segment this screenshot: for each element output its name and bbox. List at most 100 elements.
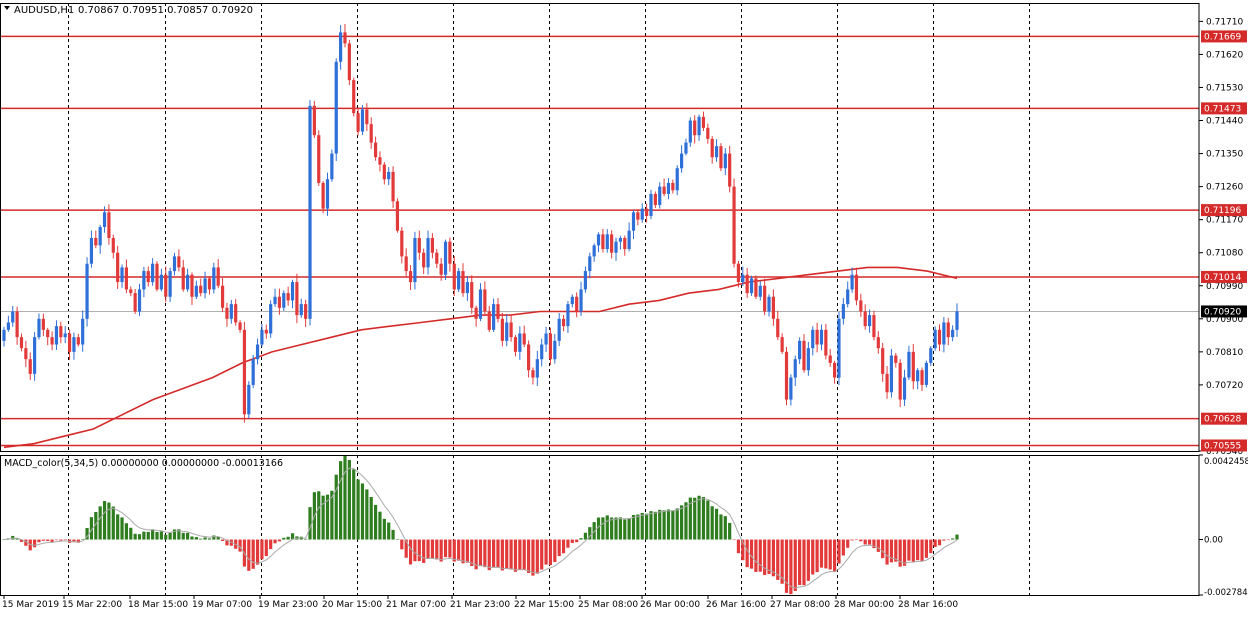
- macd-histogram-bar: [693, 497, 697, 540]
- candle-body: [754, 278, 758, 297]
- macd-histogram-bar: [85, 527, 89, 540]
- macd-histogram-bar: [19, 539, 24, 542]
- macd-histogram-bar: [339, 461, 343, 540]
- macd-histogram-bar: [675, 508, 679, 540]
- macd-histogram-bar: [452, 539, 456, 562]
- macd-histogram-bar: [400, 539, 404, 550]
- candle-body: [190, 274, 194, 297]
- macd-histogram-bar: [255, 539, 260, 565]
- macd-histogram-bar: [815, 539, 819, 573]
- macd-histogram-bar: [492, 539, 496, 568]
- macd-histogram-bar: [417, 539, 421, 562]
- macd-histogram-bar: [789, 539, 793, 595]
- macd-histogram-bar: [378, 511, 382, 540]
- candle-body: [172, 256, 177, 272]
- candle-body: [719, 146, 723, 169]
- candle-body: [404, 256, 408, 272]
- macd-histogram-bar: [356, 479, 360, 540]
- macd-histogram-bar: [902, 539, 907, 566]
- macd-histogram-bar: [951, 538, 955, 540]
- candle-body: [50, 337, 54, 345]
- macd-histogram-bar: [806, 539, 810, 581]
- macd-histogram-bar: [155, 531, 159, 540]
- candle-body: [815, 329, 819, 345]
- candle-body: [679, 153, 684, 169]
- candle-body: [518, 333, 522, 352]
- candle-body: [107, 212, 111, 239]
- candle-body: [522, 333, 526, 345]
- macd-histogram-bar: [763, 539, 767, 575]
- candle-body: [37, 318, 41, 338]
- macd-histogram-bar: [487, 539, 491, 571]
- macd-histogram-bar: [610, 517, 614, 540]
- candle-body: [548, 333, 553, 360]
- candle-body: [317, 135, 321, 183]
- macd-histogram-bar: [282, 537, 286, 540]
- candle-body: [33, 337, 37, 374]
- candle-body: [741, 274, 745, 283]
- candle-body: [706, 127, 710, 139]
- candle-body: [566, 304, 570, 327]
- candle-body: [286, 293, 290, 301]
- macd-histogram-bar: [671, 510, 675, 540]
- candle-body: [811, 329, 815, 349]
- macd-histogram-bar: [837, 539, 841, 564]
- x-tick-label: 15 Mar 2019: [2, 600, 59, 610]
- candle-body: [194, 285, 198, 297]
- macd-histogram-bar: [89, 517, 94, 540]
- macd-histogram-bar: [780, 539, 784, 584]
- candle-body: [610, 234, 614, 253]
- candle-body: [391, 171, 395, 202]
- candle-body: [583, 271, 588, 290]
- candle-body: [457, 271, 461, 290]
- macd-histogram-bar: [623, 519, 627, 540]
- macd-histogram-bar: [286, 536, 290, 540]
- candle-body: [710, 138, 714, 158]
- macd-histogram-bar: [531, 539, 535, 576]
- macd-histogram-bar: [238, 539, 242, 552]
- macd-histogram-bar: [330, 490, 334, 540]
- macd-histogram-bar: [955, 534, 959, 540]
- candle-body: [832, 362, 837, 378]
- candle-body: [531, 370, 535, 378]
- macd-histogram-bar: [290, 533, 295, 540]
- macd-histogram-bar: [784, 539, 789, 593]
- macd-histogram-bar: [483, 539, 487, 568]
- macd-histogram-bar: [526, 539, 531, 573]
- macd-histogram-bar: [588, 527, 592, 540]
- candle-body: [207, 278, 212, 290]
- macd-histogram-bar: [561, 539, 566, 554]
- level-price-label: 0.71014: [1204, 273, 1241, 283]
- candle-body: [478, 289, 483, 319]
- candle-body: [238, 322, 242, 330]
- x-tick-label: 28 Mar 16:00: [898, 600, 958, 610]
- macd-histogram-bar: [172, 529, 177, 540]
- macd-histogram-bar: [885, 539, 889, 565]
- candle-body: [395, 201, 400, 231]
- x-tick-label: 27 Mar 08:00: [770, 600, 830, 610]
- candle-body: [59, 326, 63, 338]
- macd-histogram-bar: [631, 514, 636, 540]
- candle-body: [596, 234, 601, 246]
- macd-histogram-bar: [946, 539, 950, 541]
- candle-body: [675, 168, 679, 191]
- macd-histogram-bar: [478, 539, 483, 567]
- candle-body: [872, 315, 876, 338]
- macd-histogram-bar: [146, 531, 150, 540]
- macd-histogram-bar: [247, 539, 251, 571]
- candle-body: [854, 274, 859, 301]
- y-tick-label: 0.71710: [1206, 17, 1243, 27]
- candle-body: [212, 267, 216, 290]
- macd-histogram-bar: [719, 514, 723, 540]
- candle-body: [461, 271, 465, 294]
- candle-body: [736, 263, 741, 283]
- candle-body: [732, 186, 736, 264]
- y-tick-label: 0.70990: [1206, 282, 1243, 292]
- candle-body: [474, 307, 478, 319]
- macd-histogram-bar: [920, 539, 924, 562]
- macd-histogram-bar: [658, 509, 662, 540]
- candle-body: [120, 267, 124, 283]
- dropdown-triangle-icon[interactable]: [4, 6, 10, 10]
